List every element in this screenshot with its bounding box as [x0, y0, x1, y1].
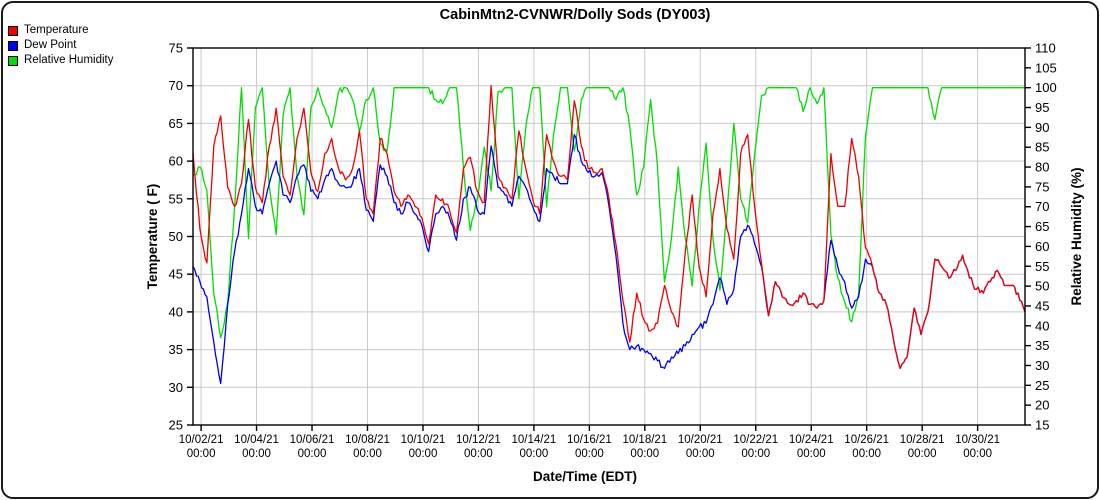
svg-text:45: 45 — [169, 267, 183, 282]
svg-text:50: 50 — [1035, 279, 1049, 294]
svg-text:100: 100 — [1035, 80, 1057, 95]
legend-item-dew-point: Dew Point — [8, 38, 113, 53]
svg-text:60: 60 — [169, 154, 183, 169]
svg-text:00:00: 00:00 — [630, 448, 659, 460]
svg-text:60: 60 — [1035, 239, 1049, 254]
svg-text:10/16/21: 10/16/21 — [567, 434, 612, 446]
svg-text:10/10/21: 10/10/21 — [401, 434, 446, 446]
dew-point-series-swatch — [8, 40, 18, 51]
svg-text:10/02/21: 10/02/21 — [179, 434, 224, 446]
svg-text:10/14/21: 10/14/21 — [512, 434, 557, 446]
svg-text:00:00: 00:00 — [519, 448, 548, 460]
svg-text:10/12/21: 10/12/21 — [456, 434, 501, 446]
x-axis-title: Date/Time (EDT) — [533, 469, 637, 484]
plot-area: 25 30 35 40 45 50 55 60 65 70 75 15 20 25 30 35 40 45 50 55… — [169, 41, 1057, 461]
svg-text:00:00: 00:00 — [298, 448, 327, 460]
series-line-dew-point — [192, 134, 1026, 385]
svg-text:10/22/21: 10/22/21 — [733, 434, 778, 446]
svg-text:70: 70 — [1035, 199, 1049, 214]
legend-item-label: Dew Point — [24, 39, 77, 51]
svg-text:50: 50 — [169, 229, 183, 244]
y-right-axis-title: Relative Humidity (%) — [1069, 167, 1084, 305]
svg-text:30: 30 — [169, 380, 183, 395]
svg-text:15: 15 — [1035, 418, 1049, 433]
svg-text:00:00: 00:00 — [963, 448, 992, 460]
svg-text:40: 40 — [1035, 318, 1049, 333]
svg-text:00:00: 00:00 — [464, 448, 493, 460]
svg-text:10/26/21: 10/26/21 — [844, 434, 889, 446]
chart-legend: Temperature Dew Point Relative Humidity — [8, 23, 113, 68]
svg-text:10/30/21: 10/30/21 — [955, 434, 1000, 446]
svg-text:55: 55 — [1035, 259, 1049, 274]
svg-text:55: 55 — [169, 191, 183, 206]
svg-text:40: 40 — [169, 304, 183, 319]
svg-text:105: 105 — [1035, 60, 1057, 75]
svg-text:00:00: 00:00 — [187, 448, 216, 460]
legend-item-label: Temperature — [24, 24, 89, 36]
svg-text:10/28/21: 10/28/21 — [900, 434, 945, 446]
chart-title: CabinMtn2-CVNWR/Dolly Sods (DY003) — [440, 7, 711, 23]
legend-item-temperature: Temperature — [8, 23, 113, 38]
svg-text:35: 35 — [1035, 338, 1049, 353]
svg-text:75: 75 — [1035, 179, 1049, 194]
svg-text:00:00: 00:00 — [797, 448, 826, 460]
svg-text:10/06/21: 10/06/21 — [290, 434, 335, 446]
svg-text:30: 30 — [1035, 358, 1049, 373]
svg-text:110: 110 — [1035, 41, 1056, 56]
svg-text:00:00: 00:00 — [908, 448, 937, 460]
svg-text:70: 70 — [169, 78, 183, 93]
svg-text:95: 95 — [1035, 100, 1049, 115]
svg-text:85: 85 — [1035, 140, 1049, 155]
svg-text:10/24/21: 10/24/21 — [789, 434, 834, 446]
relative-humidity-series-swatch — [8, 55, 18, 66]
svg-text:20: 20 — [1035, 398, 1049, 413]
series-line-temperature — [192, 85, 1026, 370]
svg-text:45: 45 — [1035, 298, 1049, 313]
svg-text:10/18/21: 10/18/21 — [622, 434, 667, 446]
svg-text:00:00: 00:00 — [353, 448, 382, 460]
svg-text:00:00: 00:00 — [686, 448, 715, 460]
legend-item-relative-humidity: Relative Humidity — [8, 53, 113, 68]
svg-text:80: 80 — [1035, 160, 1049, 175]
svg-text:10/20/21: 10/20/21 — [678, 434, 723, 446]
svg-text:35: 35 — [169, 342, 183, 357]
y-left-axis-title: Temperature ( F) — [145, 184, 160, 290]
svg-text:65: 65 — [1035, 219, 1049, 234]
svg-text:10/04/21: 10/04/21 — [234, 434, 279, 446]
temperature-series-swatch — [8, 25, 18, 36]
legend-item-label: Relative Humidity — [24, 54, 114, 66]
series-line-relative-humidity — [192, 87, 1026, 339]
svg-text:25: 25 — [169, 418, 183, 433]
svg-text:00:00: 00:00 — [242, 448, 271, 460]
svg-text:10/08/21: 10/08/21 — [345, 434, 390, 446]
svg-text:65: 65 — [169, 116, 183, 131]
svg-text:25: 25 — [1035, 378, 1049, 393]
svg-text:00:00: 00:00 — [575, 448, 604, 460]
svg-text:00:00: 00:00 — [741, 448, 770, 460]
svg-text:90: 90 — [1035, 120, 1049, 135]
svg-text:00:00: 00:00 — [409, 448, 438, 460]
svg-text:75: 75 — [169, 41, 183, 56]
svg-text:00:00: 00:00 — [852, 448, 881, 460]
